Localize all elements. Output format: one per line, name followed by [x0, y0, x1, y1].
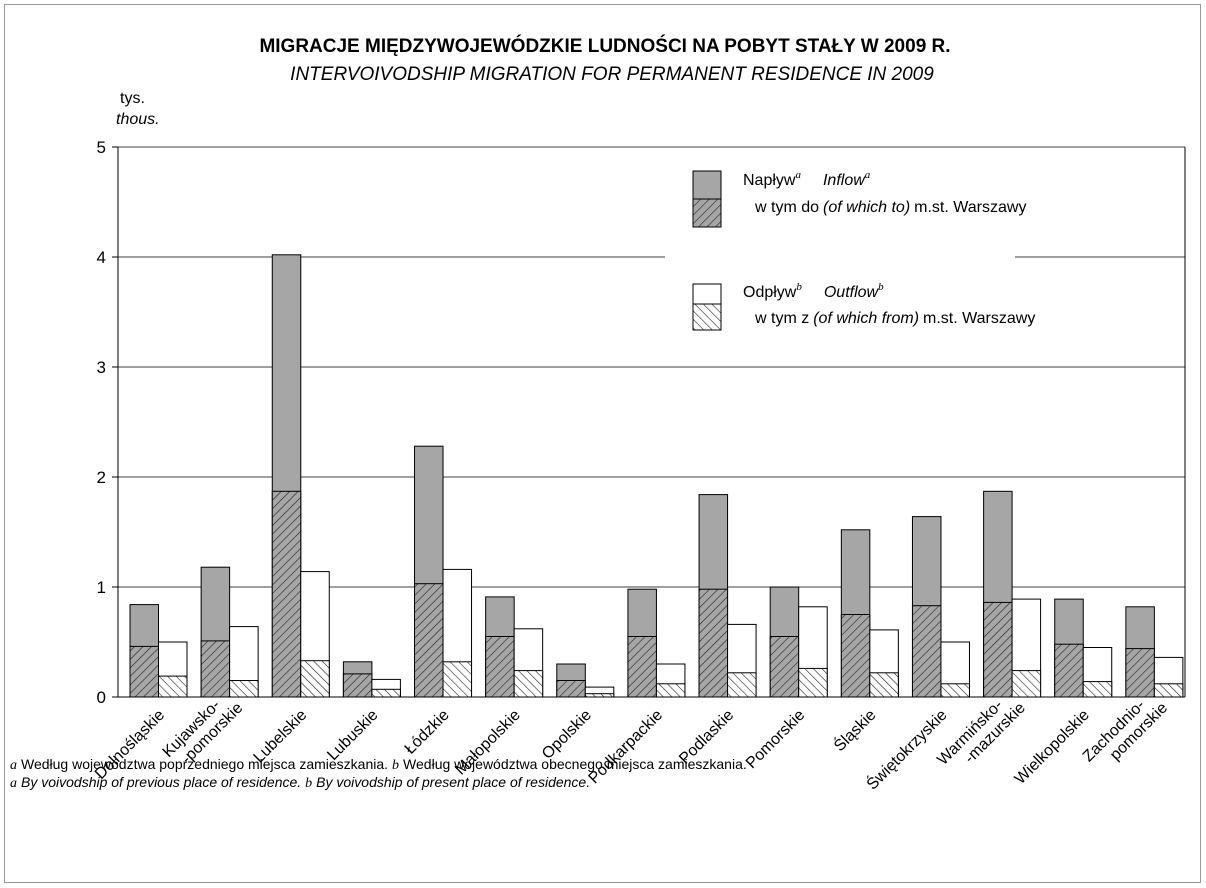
bar-hatched: [300, 660, 330, 698]
bar-hatched: [1153, 683, 1184, 698]
legend-part: (of which from): [813, 310, 919, 327]
legend-part: b: [878, 281, 884, 293]
bar-hatched: [655, 683, 686, 698]
bar-hatched: [983, 601, 1013, 698]
footnote: a By voivodship of previous place of resi…: [10, 774, 590, 791]
y-tick-label: 0: [97, 688, 106, 707]
bar-hatched: [727, 672, 757, 698]
x-tick-label: Warmińsko--mazurskie: [934, 687, 1029, 782]
y-tick-label: 2: [97, 468, 106, 487]
legend-part: By voivodship of previous place of resid…: [21, 774, 301, 790]
legend-part: b: [392, 758, 399, 773]
bar-hatched: [229, 680, 259, 698]
legend-bg: [665, 160, 1015, 340]
y-tick-label: 1: [97, 578, 106, 597]
legend-part: a: [10, 776, 17, 791]
legend-swatch: [692, 303, 722, 331]
legend-part: w tym do: [754, 199, 819, 216]
bar-hatched: [556, 680, 586, 698]
x-tick-label: Wielkopolskie: [1012, 707, 1093, 788]
bar-hatched: [1125, 648, 1155, 698]
bar-hatched: [442, 661, 473, 698]
legend-swatch: [692, 198, 722, 228]
legend-part: a: [795, 169, 801, 181]
y-tick-label: 5: [97, 138, 106, 157]
bar-hatched: [798, 667, 828, 698]
legend-swatch: [692, 170, 722, 200]
legend-label: Odpływb Outflowb: [743, 281, 884, 301]
legend-label: w tym z (of which from) m.st. Warszawy: [754, 310, 1035, 327]
bar-hatched: [158, 675, 188, 698]
legend-label: Napływa Inflowa: [743, 169, 871, 189]
x-tick-label: Zachodnio-pomorskie: [1080, 687, 1171, 778]
legend-part: a: [865, 169, 871, 181]
legend-label: w tym do (of which to) m.st. Warszawy: [754, 199, 1026, 216]
legend-part: m.st. Warszawy: [914, 199, 1026, 216]
bar-hatched: [271, 490, 302, 698]
bar-hatched: [129, 645, 159, 698]
legend-part: Odpływ: [743, 284, 797, 301]
bar-hatched: [342, 673, 373, 698]
legend-part: b: [305, 776, 312, 791]
x-tick-label: Opolskie: [539, 707, 595, 763]
legend-part: a: [10, 758, 17, 773]
y-tick-label: 3: [97, 358, 106, 377]
bar-hatched: [698, 588, 729, 698]
chart-title: MIGRACJE MIĘDZYWOJEWÓDZKIE LUDNOŚCI NA P…: [259, 35, 950, 57]
frame: [4, 4, 1201, 883]
y-label: tys.: [120, 90, 145, 107]
bar-hatched: [840, 614, 871, 698]
x-tick-label: Podkarpackie: [586, 707, 667, 788]
bar-hatched: [1054, 643, 1084, 698]
bar-hatched: [414, 583, 444, 698]
x-tick-label: Pomorskie: [743, 707, 809, 773]
legend-part: Inflow: [823, 172, 866, 189]
bar-hatched: [1082, 681, 1113, 698]
x-tick-label: Śląskie: [830, 705, 880, 755]
legend-part: b: [796, 281, 802, 293]
bar-hatched: [911, 605, 942, 698]
bar-hatched: [513, 670, 544, 698]
legend-part: Outflow: [824, 284, 880, 301]
footnote: a Według województwa poprzedniego miejsca…: [10, 756, 747, 773]
legend-part: (of which to): [823, 199, 910, 216]
legend-part: Napływ: [743, 172, 796, 189]
legend-part: Według województwa obecnego miejsca zami…: [403, 756, 747, 772]
y-tick-label: 4: [97, 248, 106, 267]
bar-hatched: [1011, 670, 1042, 698]
bar-hatched: [371, 688, 401, 698]
legend-part: m.st. Warszawy: [923, 310, 1035, 327]
bar-hatched: [769, 636, 800, 698]
bar-hatched: [627, 636, 657, 698]
bar-hatched: [485, 636, 515, 698]
legend-part: w tym z: [754, 310, 809, 327]
legend-part: Według województwa poprzedniego miejsca …: [21, 756, 388, 772]
y-label-en: thous.: [116, 111, 160, 128]
legend-part: By voivodship of present place of reside…: [316, 774, 590, 790]
chart-subtitle: INTERVOIVODSHIP MIGRATION FOR PERMANENT …: [290, 64, 934, 85]
bar-hatched: [869, 672, 899, 698]
legend-swatch: [692, 283, 722, 305]
bar-hatched: [940, 683, 970, 698]
x-tick-label: Łódzkie: [402, 707, 453, 758]
bar-hatched: [200, 640, 231, 698]
